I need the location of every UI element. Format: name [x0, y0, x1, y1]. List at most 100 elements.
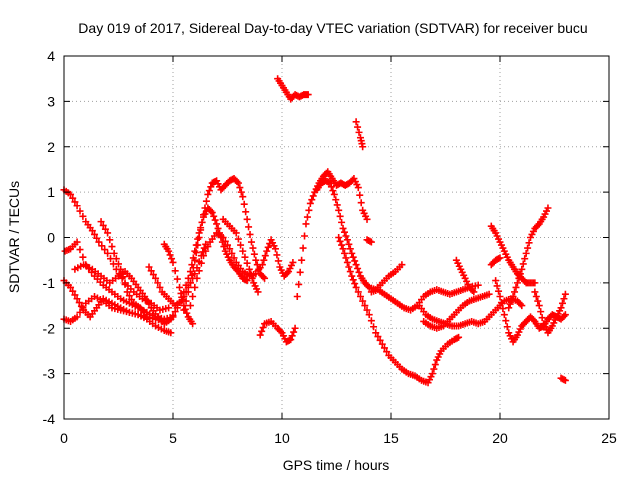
data-point	[73, 202, 81, 210]
data-point	[428, 370, 436, 378]
series-track-27	[505, 204, 552, 312]
data-point	[73, 238, 81, 246]
data-point	[346, 245, 354, 253]
data-point	[260, 256, 268, 264]
data-point	[345, 240, 353, 248]
data-point	[365, 311, 373, 319]
data-point	[339, 245, 347, 253]
data-point	[289, 258, 297, 266]
x-tick-label: 5	[169, 430, 177, 446]
data-point	[232, 229, 240, 237]
data-point	[343, 258, 351, 266]
data-point	[237, 188, 245, 196]
data-point	[200, 211, 208, 219]
data-point	[247, 270, 255, 278]
data-point	[534, 221, 542, 229]
data-point	[186, 268, 194, 276]
data-point	[326, 179, 334, 187]
data-point	[73, 313, 81, 321]
data-point	[202, 197, 210, 205]
data-point	[246, 230, 254, 238]
series-track-19	[363, 236, 375, 246]
data-point	[367, 317, 375, 325]
data-point	[492, 277, 500, 285]
data-point	[535, 302, 543, 310]
data-point	[348, 272, 356, 280]
data-point	[515, 274, 523, 282]
data-point	[214, 224, 222, 232]
data-points	[60, 75, 569, 387]
data-point	[202, 247, 210, 255]
data-point	[97, 218, 105, 226]
data-point	[352, 118, 360, 126]
data-point	[348, 249, 356, 257]
data-point	[147, 267, 155, 275]
data-point	[502, 317, 510, 325]
axis-ticks	[63, 55, 610, 420]
data-point	[143, 311, 151, 319]
data-point	[104, 229, 112, 237]
data-point	[117, 265, 125, 273]
data-point	[308, 196, 316, 204]
data-point	[189, 264, 197, 272]
series-track-6	[97, 218, 151, 319]
data-point	[338, 241, 346, 249]
data-point	[211, 216, 219, 224]
data-point	[141, 292, 149, 300]
series-track-18	[352, 118, 367, 151]
data-point	[561, 290, 569, 298]
data-point	[293, 292, 301, 300]
data-point	[349, 253, 357, 261]
data-point	[254, 288, 262, 296]
data-point	[69, 194, 77, 202]
data-point	[363, 215, 371, 223]
x-tick-label: 10	[274, 430, 290, 446]
data-point	[340, 249, 348, 257]
data-point	[363, 306, 371, 314]
data-point	[531, 279, 539, 287]
data-point	[204, 190, 212, 198]
data-point	[277, 327, 285, 335]
data-point	[508, 296, 516, 304]
data-point	[500, 311, 508, 319]
data-point	[184, 274, 192, 282]
data-point	[154, 279, 162, 287]
data-point	[226, 245, 234, 253]
data-point	[485, 290, 493, 298]
data-point	[220, 243, 228, 251]
data-point	[534, 297, 542, 305]
data-point	[332, 196, 340, 204]
data-point	[191, 247, 199, 255]
data-point	[336, 237, 344, 245]
data-point	[145, 263, 153, 271]
data-point	[305, 206, 313, 214]
series-track-11	[186, 229, 297, 310]
data-point	[378, 340, 386, 348]
y-axis-label: SDTVAR / TECUs	[6, 181, 22, 293]
data-point	[194, 235, 202, 243]
data-point	[166, 251, 174, 259]
data-point	[333, 201, 341, 209]
data-point	[219, 234, 227, 241]
data-point	[213, 220, 221, 228]
data-point	[93, 234, 101, 242]
data-point	[359, 297, 367, 305]
data-point	[75, 299, 83, 307]
data-point	[354, 184, 362, 192]
data-point	[256, 331, 264, 339]
data-point	[191, 256, 199, 264]
data-point	[537, 308, 545, 316]
data-point	[303, 213, 311, 221]
data-point	[271, 245, 279, 253]
data-point	[112, 255, 120, 263]
data-point	[167, 315, 175, 323]
data-point	[264, 243, 272, 251]
data-point	[560, 295, 568, 303]
x-tick-label: 0	[60, 430, 68, 446]
data-point	[497, 299, 505, 307]
data-point	[145, 300, 153, 308]
series-track-25	[487, 254, 504, 269]
data-point	[509, 292, 517, 300]
data-point	[561, 311, 569, 319]
data-point	[352, 283, 360, 291]
